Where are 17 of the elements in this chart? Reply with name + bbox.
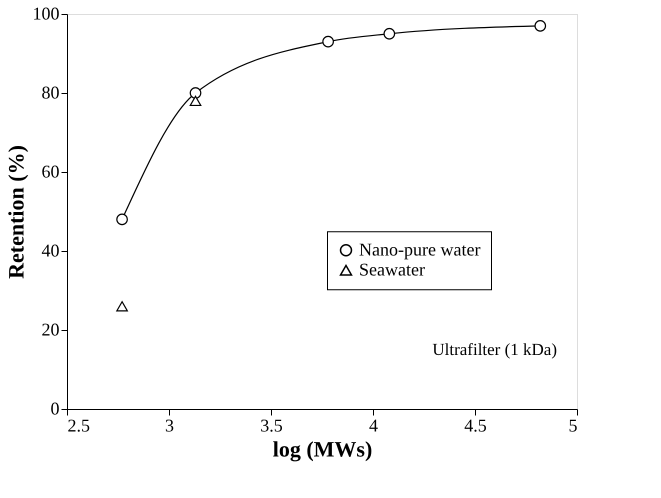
legend-label: Seawater <box>359 259 425 280</box>
x-tick-label: 4 <box>369 416 378 436</box>
legend-label: Nano-pure water <box>359 239 480 260</box>
y-tick-label: 100 <box>32 4 60 24</box>
y-tick-label: 80 <box>42 82 60 102</box>
y-tick-label: 0 <box>50 398 60 418</box>
x-tick-label: 2.5 <box>68 416 90 436</box>
x-tick-label: 5 <box>568 416 578 436</box>
y-tick-label: 60 <box>42 162 60 182</box>
x-tick-label: 4.5 <box>464 416 487 436</box>
y-tick-label: 40 <box>42 240 60 260</box>
x-tick-label: 3 <box>165 416 174 436</box>
y-axis-title: Retention (%) <box>4 145 28 279</box>
x-axis-title: log (MWs) <box>272 436 372 462</box>
y-tick-label: 20 <box>42 320 60 340</box>
annotation: Ultrafilter (1 kDa) <box>432 340 557 359</box>
x-tick-label: 3.5 <box>260 416 283 436</box>
